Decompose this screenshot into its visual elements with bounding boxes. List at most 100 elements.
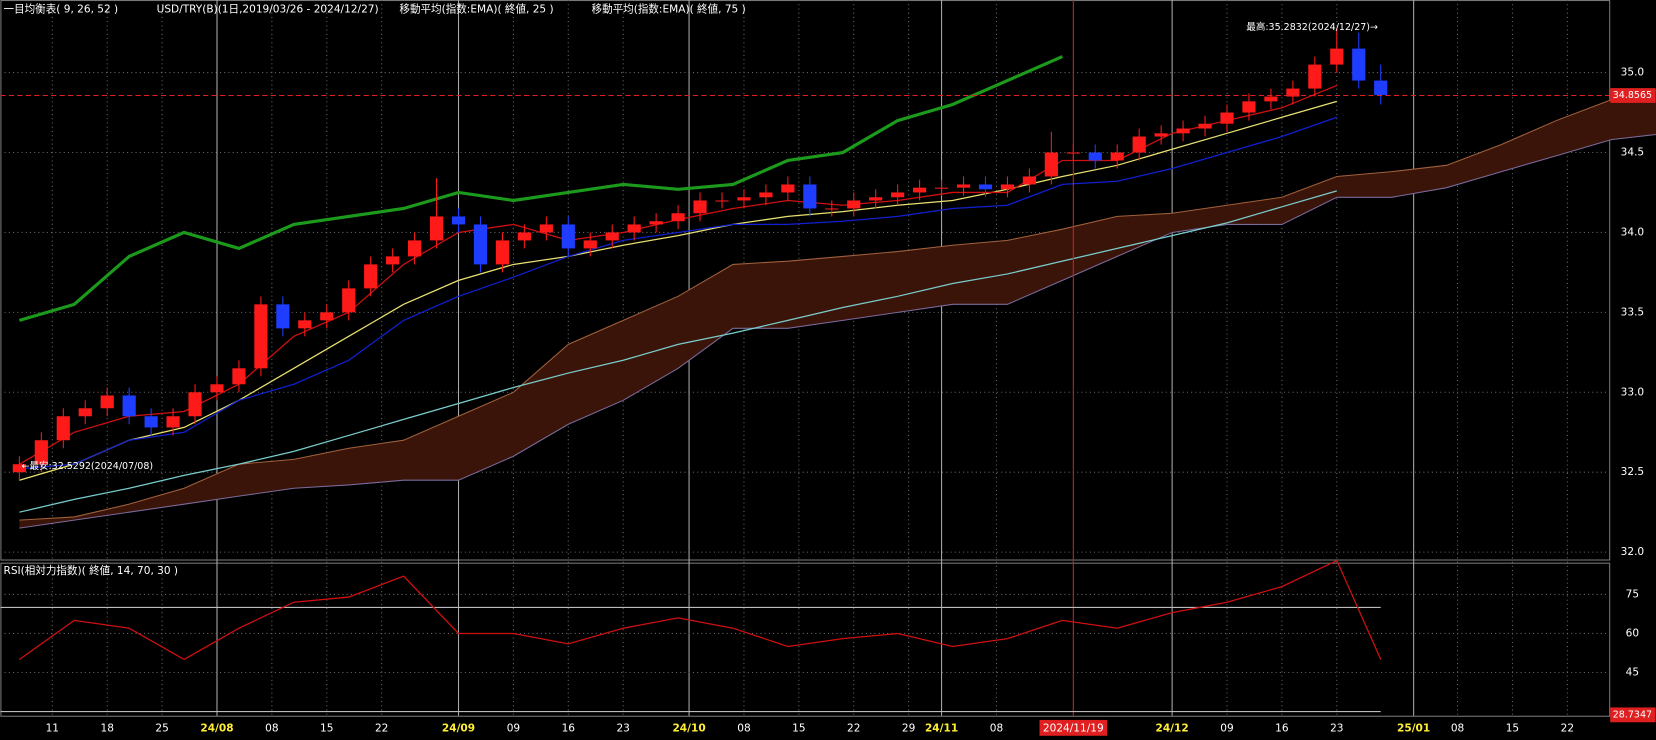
candle-body [715, 200, 729, 202]
candle-body [583, 240, 597, 249]
x-tick-label: 24/12 [1156, 722, 1189, 734]
candle-body [210, 384, 224, 393]
candle-body [1154, 133, 1168, 137]
y-tick-label: 75 [1626, 588, 1639, 600]
candle-body [913, 187, 927, 193]
x-tick-label: 15 [792, 722, 805, 734]
candle-body [956, 184, 971, 188]
x-tick-label: 22 [375, 722, 388, 734]
candle-body [627, 224, 641, 233]
candle-body [693, 200, 707, 214]
indicator-label: 移動平均(指数:EMA)( 終値, 75 ) [592, 3, 746, 16]
y-tick-label: 32.5 [1621, 466, 1644, 478]
chart-title: 一目均衡表( 9, 26, 52 ) [4, 3, 119, 16]
candle-body [934, 187, 949, 189]
y-tick-label: 34.5 [1621, 147, 1644, 159]
x-tick-label: 08 [265, 722, 278, 734]
x-tick-label: 15 [1506, 722, 1519, 734]
marks-layer [0, 0, 1656, 716]
candle-body [1242, 101, 1256, 113]
x-tick-label: 23 [1330, 722, 1343, 734]
candle-body [100, 395, 114, 409]
candle-body [1352, 48, 1366, 81]
x-tick-label: 08 [737, 722, 750, 734]
candle-body [737, 197, 751, 201]
annotation: 最高:35.2832(2024/12/27)→ [1246, 21, 1378, 33]
chart-subtitle: USD/TRY(B)(1日,2019/03/26 - 2024/12/27) [157, 4, 379, 16]
indicator-line [19, 116, 1338, 470]
candle-body [1132, 136, 1146, 153]
candle-body [1286, 88, 1300, 97]
candle-body [320, 312, 334, 321]
candle-body [649, 221, 663, 225]
candle-body [891, 192, 905, 198]
candle-body [825, 208, 839, 210]
candle-body [1308, 64, 1322, 89]
candle-body [188, 392, 202, 417]
y-tick-label: 60 [1626, 627, 1640, 639]
x-tick-label: 18 [100, 722, 113, 734]
x-tick-label: 08 [1451, 722, 1464, 734]
candle-body [429, 216, 444, 241]
candle-body [1000, 184, 1015, 190]
candle-body [781, 184, 795, 193]
y-tick-label: 35.0 [1621, 67, 1645, 79]
candle-body [451, 216, 466, 225]
candle-body [1044, 152, 1058, 177]
annotation: ←最安:32.5292(2024/07/08) [21, 460, 153, 472]
cursor-box [1039, 719, 1108, 736]
candle-body [1088, 152, 1102, 161]
x-tick-label: 25/01 [1397, 722, 1430, 734]
candle-body [473, 224, 488, 265]
candle-body [122, 395, 136, 417]
x-tick-label: 24/09 [442, 722, 475, 734]
candle-body [276, 304, 290, 329]
candle-body [1330, 48, 1344, 65]
candle-body [671, 213, 685, 222]
candle-body [517, 232, 531, 241]
candle-body [759, 192, 773, 198]
x-tick-label: 09 [1220, 722, 1233, 734]
labels-layer: 一目均衡表( 9, 26, 52 ) USD/TRY(B)(1日,2019/03… [4, 3, 1656, 736]
candle-body [1220, 112, 1234, 124]
candle-body [34, 440, 48, 465]
candle-body [1022, 176, 1036, 185]
candle-body [869, 197, 883, 201]
y-tick-label: 32.0 [1621, 546, 1645, 558]
candle-body [342, 288, 356, 313]
last-price-label: 34.8565 [1613, 90, 1652, 101]
x-tick-label: 23 [616, 722, 629, 734]
candle-body [1374, 80, 1388, 95]
x-tick-label: 24/11 [925, 722, 958, 734]
rsi-last-box [1610, 707, 1656, 723]
ichimoku-cloud [19, 90, 1656, 529]
candle-body [12, 464, 26, 473]
x-tick-label: 29 [902, 722, 915, 734]
x-tick-label: 11 [46, 722, 59, 734]
y-tick-label: 45 [1626, 667, 1639, 679]
rsi-panel-frame [0, 562, 1611, 717]
candle-body [803, 184, 817, 209]
candle-body [539, 224, 553, 233]
indicator-line [18, 55, 1063, 322]
x-tick-label: 24/08 [200, 722, 233, 734]
main-panel-frame [0, 0, 1611, 561]
cursor-label: 2024/11/19 [1043, 722, 1104, 734]
x-tick-label: 09 [507, 722, 520, 734]
x-tick-label: 16 [1275, 722, 1289, 734]
candle-body [1110, 152, 1124, 161]
x-tick-label: 22 [847, 722, 860, 734]
candle-body [1264, 96, 1278, 102]
y-tick-label: 33.0 [1621, 386, 1645, 398]
candle-body [78, 408, 92, 417]
x-tick-label: 15 [320, 722, 333, 734]
indicator-line [19, 190, 1337, 513]
senkou-span-b [19, 133, 1656, 529]
candle-body [166, 416, 180, 428]
candle-body [298, 320, 312, 329]
candle-body [605, 232, 619, 241]
candle-body [56, 416, 70, 441]
candle-body [232, 368, 246, 385]
x-tick-label: 16 [562, 722, 576, 734]
